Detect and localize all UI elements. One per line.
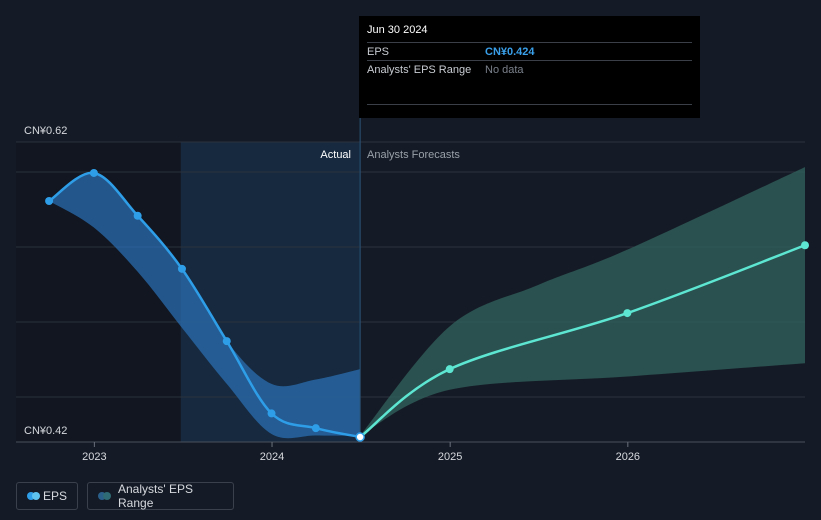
range-areas <box>49 167 805 439</box>
x-axis-ticks: 2023 2024 2025 2026 <box>82 442 640 463</box>
legend-eps-label: EPS <box>42 489 67 503</box>
data-point[interactable] <box>133 211 142 220</box>
y-bottom-label: CN¥0.42 <box>24 425 67 437</box>
legend-range-label: Analysts' EPS Range <box>118 482 193 510</box>
range-area <box>49 172 361 439</box>
data-point[interactable] <box>267 409 276 418</box>
data-point[interactable] <box>177 264 186 273</box>
x-tick-label: 2026 <box>616 451 640 463</box>
data-point[interactable] <box>311 424 320 433</box>
data-point[interactable] <box>222 337 231 346</box>
tooltip-date: Jun 30 2024 <box>367 24 428 36</box>
data-point[interactable] <box>89 168 98 177</box>
x-tick-label: 2025 <box>438 451 462 463</box>
eps-swatch-icon <box>27 492 40 500</box>
x-tick-label: 2023 <box>82 451 106 463</box>
x-tick-label: 2024 <box>260 451 284 463</box>
actual-label: Actual <box>320 149 351 161</box>
tooltip-row-range: Analysts' EPS Range No data <box>367 60 692 78</box>
forecast-label: Analysts Forecasts <box>367 149 460 161</box>
series-line <box>359 244 806 438</box>
series-line <box>48 171 361 439</box>
series-points[interactable] <box>45 168 809 442</box>
tooltip-eps-value: CN¥0.424 <box>485 45 535 58</box>
range-area <box>360 167 805 436</box>
hover-tooltip: Jun 30 2024 EPS CN¥0.424 Analysts' EPS R… <box>359 16 700 118</box>
legend-eps[interactable]: EPS <box>16 482 78 510</box>
data-point[interactable] <box>623 309 632 318</box>
tooltip-row-eps: EPS CN¥0.424 <box>367 42 692 60</box>
y-top-label: CN¥0.62 <box>24 125 67 137</box>
data-point[interactable] <box>445 365 454 374</box>
legend-range[interactable]: Analysts' EPS Range <box>87 482 234 510</box>
data-point[interactable] <box>801 241 809 250</box>
tooltip-range-label: Analysts' EPS Range <box>367 63 472 76</box>
data-point[interactable] <box>45 197 54 205</box>
series-lines <box>48 171 806 439</box>
tooltip-bottom-rule <box>367 104 692 105</box>
data-point[interactable] <box>355 432 365 442</box>
range-swatch-icon <box>98 492 111 500</box>
tooltip-range-value: No data <box>485 63 524 76</box>
tooltip-eps-label: EPS <box>367 45 390 58</box>
